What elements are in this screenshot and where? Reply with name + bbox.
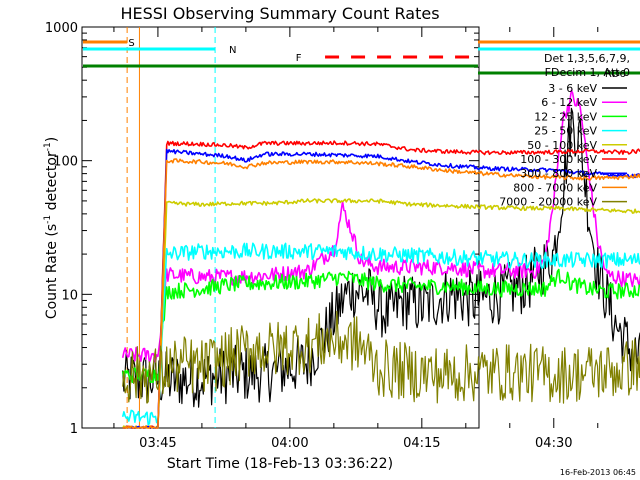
flag-label: N [229,45,236,56]
series-line [121,268,640,384]
flag-label: S [128,38,134,49]
legend-label: 12 - 25 keV [534,110,597,123]
y-label-end: ) [44,137,60,142]
series-line [122,148,640,429]
y-label-sup1: -1 [43,215,53,224]
x-axis-label: Start Time (18-Feb-13 03:36:22) [167,456,393,472]
y-tick-label: 10 [61,288,78,303]
legend-header-1: Det 1,3,5,6,7,9, [544,52,630,65]
y-tick-label: 1 [70,422,78,437]
series-line [122,107,640,408]
series-line [121,242,640,426]
series-line [122,158,640,429]
legend-label: 800 - 7000 keV [513,181,597,194]
legend-label: 100 - 300 keV [520,153,597,166]
legend-label: 6 - 12 keV [541,96,597,109]
flag-label: RD6 [605,69,626,80]
x-tick-label: 04:15 [403,436,440,451]
series-line [122,140,640,429]
legend-label: 50 - 100 keV [527,139,597,152]
legend-label: 7000 - 20000 keV [499,196,597,209]
status-flags: SNFRD0RD6 [83,38,640,80]
series-line [122,310,640,404]
legend-header-2: FDecim 1, Att 0 [545,66,630,79]
y-axis-label: Count Rate (s-1 detector-1) [43,137,60,319]
plot-frame [81,26,480,429]
axis-labels: 110100100003:4504:0004:1504:3004:4505:00… [45,21,573,451]
legend-label: 300 - 800 keV [520,167,597,180]
legend-label: 25 - 50 keV [534,125,597,138]
x-tick-label: 04:30 [535,436,572,451]
legend-label: 3 - 6 keV [548,82,597,95]
series-lines [121,89,640,429]
x-tick-label: 04:00 [271,436,308,451]
y-tick-label: 1000 [45,21,78,36]
series-line [121,89,640,364]
y-tick-label: 100 [53,155,78,170]
x-tick-label: 03:45 [139,436,176,451]
y-label-sup2: -1 [43,142,53,151]
footer-date: 16-Feb-2013 06:45 [560,468,636,477]
chart-title: HESSI Observing Summary Count Rates [120,4,439,23]
y-label-main: Count Rate (s [44,224,60,319]
series-line [122,198,640,429]
y-label-mid: detector [44,151,60,215]
flag-label: F [296,53,302,64]
